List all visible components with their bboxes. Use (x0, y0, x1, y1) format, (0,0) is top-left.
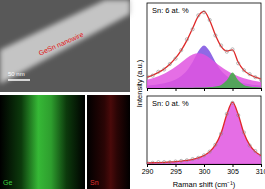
plot-frame (147, 3, 261, 88)
data-point (259, 78, 261, 81)
x-axis-line (148, 89, 262, 92)
x-tick-mark (204, 164, 205, 167)
x-tick-mark (261, 164, 262, 167)
data-point (157, 161, 160, 164)
edx-map (0, 95, 85, 189)
data-point (197, 14, 200, 17)
data-point (174, 160, 177, 163)
x-tick-label: 305 (227, 168, 239, 175)
x-tick: 305 (227, 164, 239, 175)
data-point (168, 62, 171, 65)
x-tick-label: 295 (170, 168, 182, 175)
data-point (185, 38, 188, 41)
x-tick-mark (147, 164, 148, 167)
data-point (174, 57, 177, 60)
x-tick-label: 300 (199, 168, 211, 175)
figure: 50 nm GeSn nanowire Ge Sn Sn: 6 at. % Intensi… (0, 0, 265, 189)
data-point (259, 154, 261, 157)
x-tick (204, 88, 205, 91)
component-area (147, 46, 261, 89)
data-point (208, 18, 211, 21)
data-point (237, 114, 240, 117)
data-point (220, 132, 223, 135)
data-point (163, 161, 166, 164)
data-point (231, 101, 234, 104)
data-point (237, 62, 240, 65)
data-point (202, 154, 205, 157)
data-point (220, 44, 223, 47)
data-point (151, 74, 154, 77)
data-point (147, 75, 149, 78)
x-tick: 300 (199, 164, 211, 175)
micrographs: 50 nm GeSn nanowire Ge Sn (0, 0, 130, 189)
tem-image (0, 0, 130, 92)
y-axis-title: Intensity (a.u.) (135, 59, 144, 107)
data-point (185, 159, 188, 162)
data-point (208, 150, 211, 153)
data-point (168, 161, 171, 164)
x-axis (148, 88, 262, 91)
chart: Sn: 6 at. % Intensity (a.u.) (135, 3, 263, 107)
data-point (214, 34, 217, 37)
data-point (191, 157, 194, 160)
nanowire-label: GeSn nanowire (38, 31, 85, 57)
data-point (197, 156, 200, 159)
x-tick-mark (176, 88, 177, 91)
x-tick: 290 (142, 164, 154, 175)
x-tick-mark (261, 88, 262, 91)
annotation: Sn: 0 at. % (152, 99, 189, 108)
x-tick-mark (233, 88, 234, 91)
data-point (191, 28, 194, 31)
x-tick-mark (233, 164, 234, 167)
x-tick-label: 290 (142, 168, 154, 175)
nanowire (0, 0, 130, 84)
data-point (242, 131, 245, 134)
data-point (225, 50, 228, 53)
component-area (147, 102, 261, 164)
data-point (248, 72, 251, 75)
data-point (157, 70, 160, 73)
x-tick-label: 310 (256, 168, 265, 175)
data-point (202, 11, 205, 14)
annotation: Sn: 6 at. % (152, 6, 189, 15)
plot-area (147, 11, 261, 88)
data-point (254, 149, 257, 152)
data-point (231, 48, 234, 51)
x-tick (233, 88, 234, 91)
data-point (151, 161, 154, 164)
x-tick: 310 (256, 164, 265, 175)
data-point (180, 49, 183, 52)
data-point (147, 161, 149, 164)
edx-map (87, 95, 130, 189)
data-point (248, 144, 251, 147)
fit-line (147, 11, 261, 79)
edx-map-label: Sn (90, 179, 99, 186)
x-axis: 290 295 300 305 310 (142, 164, 265, 175)
scale-bar-label: 50 nm (8, 71, 25, 77)
data-point (242, 69, 245, 72)
x-tick (176, 88, 177, 91)
x-tick-mark (204, 88, 205, 91)
plot-area (147, 101, 261, 164)
data-point (163, 68, 166, 71)
fit-line (147, 102, 261, 163)
x-tick-mark (176, 164, 177, 167)
plot-frame (147, 96, 261, 164)
data-point (254, 76, 257, 79)
x-axis-line (148, 165, 262, 168)
x-tick: 295 (170, 164, 182, 175)
x-tick (261, 88, 262, 91)
x-axis-title: Raman shift (cm⁻¹) (173, 180, 236, 189)
data-point (225, 112, 228, 115)
edx-map-label: Ge (3, 179, 12, 186)
data-point (214, 143, 217, 146)
component-area (147, 73, 261, 88)
data-point (180, 159, 183, 162)
x-tick-mark (147, 88, 148, 91)
chart: 290 295 300 305 310 Sn: 0 at. % Raman shift (c… (142, 96, 265, 189)
x-tick (147, 88, 148, 91)
scale-bar (8, 79, 30, 81)
